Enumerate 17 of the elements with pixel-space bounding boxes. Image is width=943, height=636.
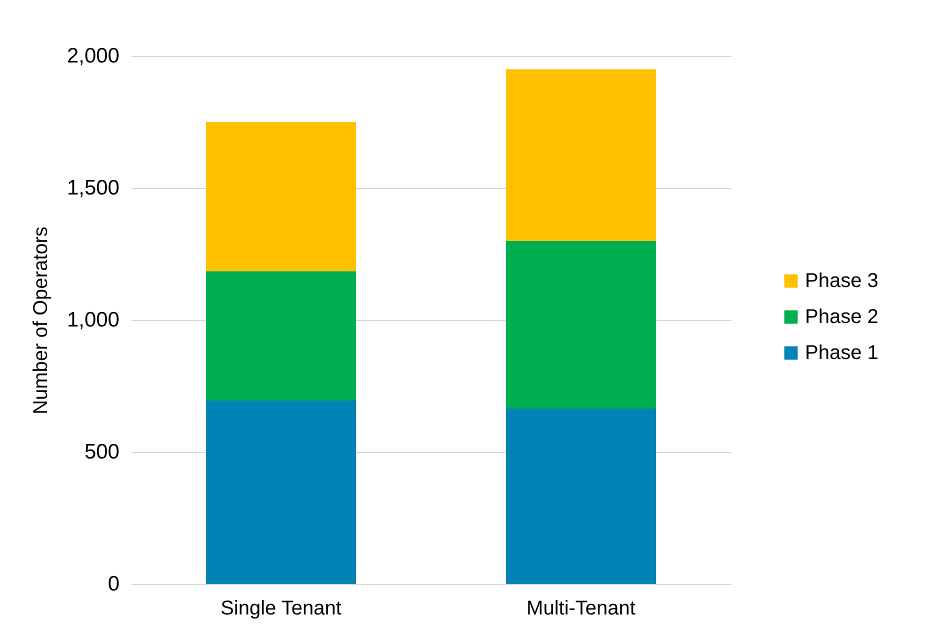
bar	[506, 69, 656, 241]
y-tick-label: 1,000	[66, 308, 120, 332]
legend-label: Phase 1	[805, 342, 878, 364]
y-tick-label: 500	[84, 440, 120, 464]
x-tick-label: Multi-Tenant	[526, 598, 636, 620]
x-tick-label: Single Tenant	[220, 598, 342, 620]
y-tick-label: 1,500	[66, 176, 120, 200]
bar	[206, 271, 356, 401]
legend-label: Phase 2	[805, 306, 878, 328]
bar	[206, 122, 356, 272]
legend-label: Phase 3	[805, 270, 878, 292]
bar	[506, 240, 656, 408]
y-tick-label: 0	[108, 572, 120, 596]
bar	[506, 408, 656, 584]
y-axis-title: Number of Operators	[30, 226, 52, 414]
y-tick-label: 2,000	[66, 44, 120, 68]
bar	[206, 400, 356, 584]
